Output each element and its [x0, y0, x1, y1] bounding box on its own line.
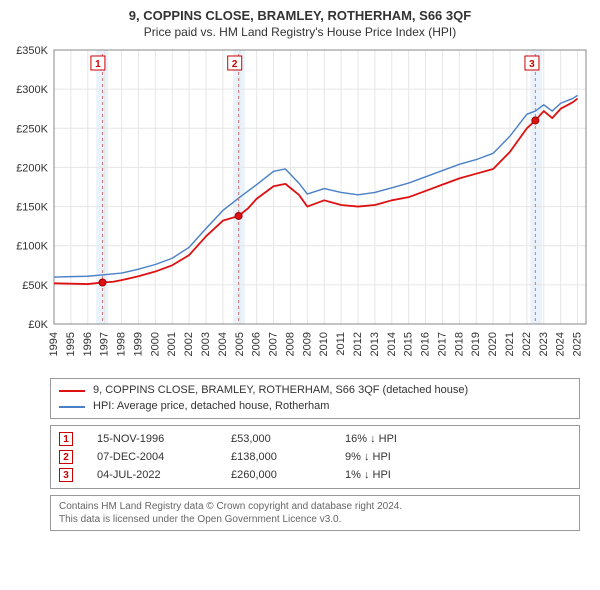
legend-label: HPI: Average price, detached house, Roth…	[93, 399, 329, 414]
event-note: 9% ↓ HPI	[345, 451, 391, 463]
svg-text:£50K: £50K	[22, 280, 48, 292]
svg-text:£100K: £100K	[16, 241, 48, 253]
svg-text:£250K: £250K	[16, 124, 48, 136]
svg-text:1999: 1999	[132, 332, 144, 356]
legend-label: 9, COPPINS CLOSE, BRAMLEY, ROTHERHAM, S6…	[93, 383, 468, 398]
legend-swatch	[59, 406, 85, 408]
svg-text:2002: 2002	[183, 332, 195, 356]
event-date: 07-DEC-2004	[97, 451, 207, 463]
event-row: 2 07-DEC-2004 £138,000 9% ↓ HPI	[59, 450, 571, 464]
svg-text:2013: 2013	[369, 332, 381, 356]
svg-text:2019: 2019	[470, 332, 482, 356]
legend-swatch	[59, 390, 85, 392]
legend-row: HPI: Average price, detached house, Roth…	[59, 399, 571, 414]
svg-text:2005: 2005	[234, 332, 246, 356]
svg-text:2001: 2001	[166, 332, 178, 356]
event-marker: 3	[59, 468, 73, 482]
svg-text:2016: 2016	[420, 332, 432, 356]
svg-text:2020: 2020	[487, 332, 499, 356]
svg-text:2011: 2011	[335, 332, 347, 356]
svg-text:2025: 2025	[572, 332, 584, 356]
events-table: 1 15-NOV-1996 £53,000 16% ↓ HPI 2 07-DEC-2004…	[50, 425, 580, 489]
svg-text:2021: 2021	[504, 332, 516, 356]
svg-text:2000: 2000	[149, 332, 161, 356]
event-date: 04-JUL-2022	[97, 469, 207, 481]
footer-attribution: Contains HM Land Registry data © Crown c…	[50, 495, 580, 531]
svg-text:2008: 2008	[284, 332, 296, 356]
legend: 9, COPPINS CLOSE, BRAMLEY, ROTHERHAM, S6…	[50, 378, 580, 419]
svg-text:1995: 1995	[65, 332, 77, 356]
svg-text:2014: 2014	[386, 332, 398, 356]
svg-text:1994: 1994	[48, 332, 60, 356]
svg-text:£0K: £0K	[28, 319, 48, 331]
svg-text:£150K: £150K	[16, 202, 48, 214]
svg-text:2023: 2023	[538, 332, 550, 356]
svg-text:£350K: £350K	[16, 45, 48, 57]
svg-text:1996: 1996	[82, 332, 94, 356]
svg-text:2009: 2009	[301, 332, 313, 356]
svg-text:2006: 2006	[251, 332, 263, 356]
svg-text:2015: 2015	[403, 332, 415, 356]
svg-text:1998: 1998	[116, 332, 128, 356]
event-note: 16% ↓ HPI	[345, 433, 397, 445]
svg-text:2022: 2022	[521, 332, 533, 356]
svg-text:3: 3	[529, 59, 535, 70]
legend-row: 9, COPPINS CLOSE, BRAMLEY, ROTHERHAM, S6…	[59, 383, 571, 398]
event-price: £260,000	[231, 469, 321, 481]
svg-text:£300K: £300K	[16, 85, 48, 97]
svg-text:2: 2	[232, 59, 238, 70]
svg-text:1: 1	[95, 59, 101, 70]
svg-text:2017: 2017	[436, 332, 448, 356]
svg-text:2004: 2004	[217, 332, 229, 356]
event-marker: 1	[59, 432, 73, 446]
chart-plot: £0K £50K £100K £150K £200K £250K £300K £350K 199…	[10, 44, 590, 374]
footer-line1: Contains HM Land Registry data © Crown c…	[59, 500, 571, 513]
svg-text:1997: 1997	[99, 332, 111, 356]
svg-text:2024: 2024	[555, 332, 567, 356]
footer-line2: This data is licensed under the Open Gov…	[59, 513, 571, 526]
event-date: 15-NOV-1996	[97, 433, 207, 445]
svg-text:2012: 2012	[352, 332, 364, 356]
event-row: 3 04-JUL-2022 £260,000 1% ↓ HPI	[59, 468, 571, 482]
chart-subtitle: Price paid vs. HM Land Registry's House …	[10, 25, 590, 41]
event-price: £138,000	[231, 451, 321, 463]
svg-text:2018: 2018	[453, 332, 465, 356]
svg-text:£200K: £200K	[16, 163, 48, 175]
chart-container: 9, COPPINS CLOSE, BRAMLEY, ROTHERHAM, S6…	[0, 0, 600, 537]
event-row: 1 15-NOV-1996 £53,000 16% ↓ HPI	[59, 432, 571, 446]
event-price: £53,000	[231, 433, 321, 445]
svg-text:2010: 2010	[318, 332, 330, 356]
chart-title: 9, COPPINS CLOSE, BRAMLEY, ROTHERHAM, S6…	[10, 8, 590, 25]
event-note: 1% ↓ HPI	[345, 469, 391, 481]
svg-text:2007: 2007	[268, 332, 280, 356]
svg-text:2003: 2003	[200, 332, 212, 356]
event-marker: 2	[59, 450, 73, 464]
